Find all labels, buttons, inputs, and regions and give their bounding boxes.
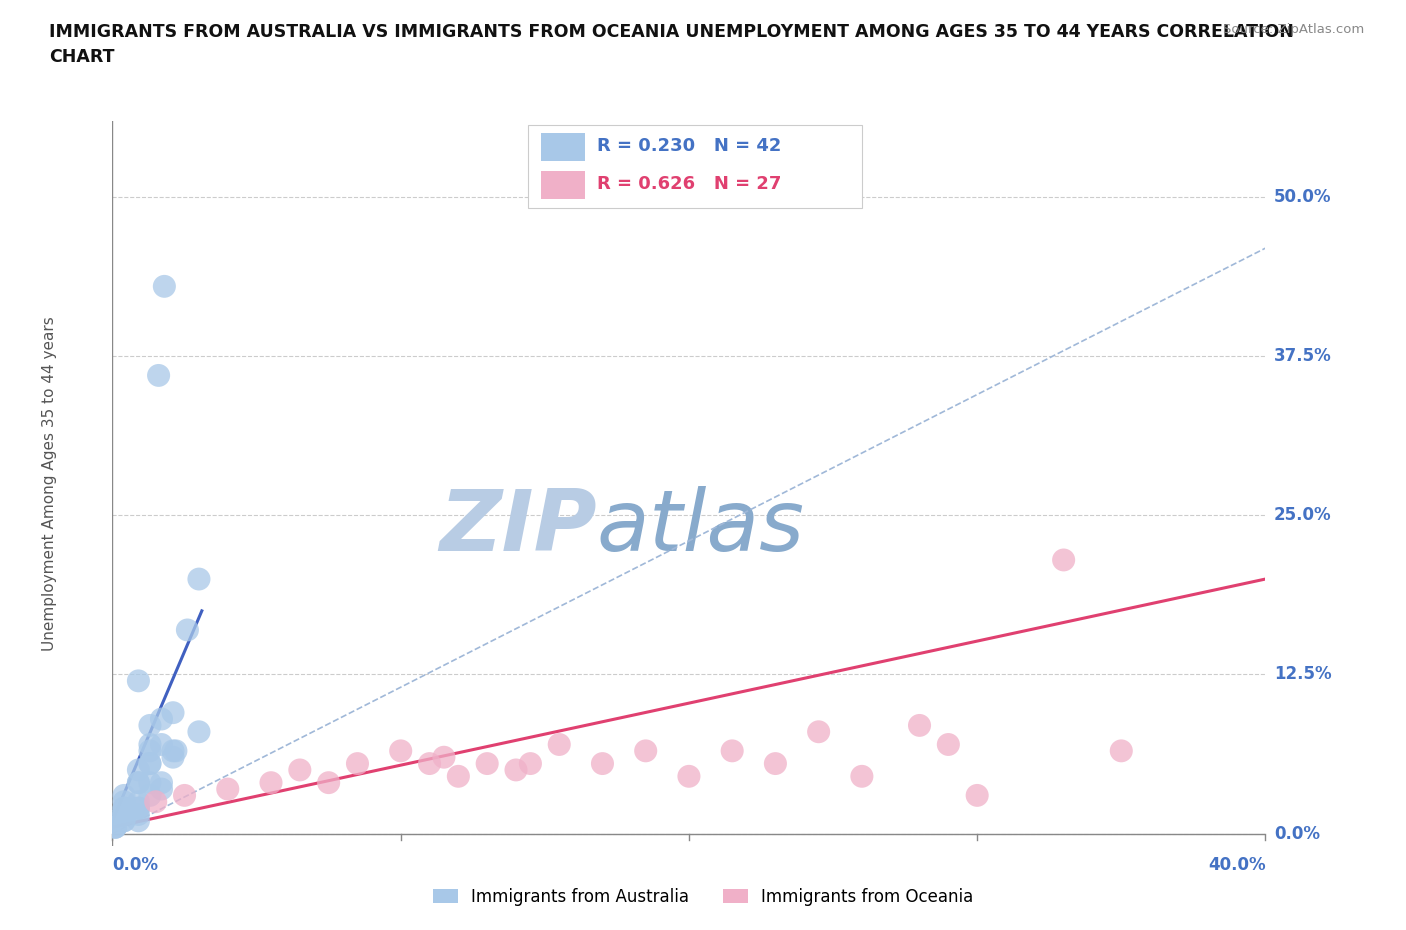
Ellipse shape <box>851 764 873 788</box>
Ellipse shape <box>112 809 135 832</box>
Ellipse shape <box>138 784 162 807</box>
Text: R = 0.230   N = 42: R = 0.230 N = 42 <box>596 138 782 155</box>
FancyBboxPatch shape <box>527 125 862 208</box>
Ellipse shape <box>447 764 470 788</box>
Ellipse shape <box>112 790 135 813</box>
Ellipse shape <box>127 771 150 794</box>
Ellipse shape <box>318 771 340 794</box>
Ellipse shape <box>150 777 173 801</box>
Ellipse shape <box>127 809 150 832</box>
Ellipse shape <box>678 764 700 788</box>
Ellipse shape <box>127 790 150 813</box>
Ellipse shape <box>127 803 150 826</box>
Ellipse shape <box>138 771 162 794</box>
Ellipse shape <box>112 803 135 826</box>
Ellipse shape <box>162 746 184 769</box>
Ellipse shape <box>288 759 311 781</box>
Ellipse shape <box>150 708 173 730</box>
Ellipse shape <box>966 784 988 807</box>
Ellipse shape <box>150 733 173 756</box>
Ellipse shape <box>176 618 200 642</box>
Text: 25.0%: 25.0% <box>1274 507 1331 525</box>
Ellipse shape <box>548 733 571 756</box>
Ellipse shape <box>908 714 931 737</box>
Text: 50.0%: 50.0% <box>1274 188 1331 206</box>
FancyBboxPatch shape <box>541 171 585 198</box>
Ellipse shape <box>127 797 150 819</box>
Ellipse shape <box>138 714 162 737</box>
Ellipse shape <box>138 739 162 763</box>
Text: 0.0%: 0.0% <box>112 857 159 874</box>
Ellipse shape <box>127 670 150 692</box>
Ellipse shape <box>173 784 195 807</box>
Ellipse shape <box>150 771 173 794</box>
Ellipse shape <box>389 739 412 763</box>
Text: R = 0.626   N = 27: R = 0.626 N = 27 <box>596 175 782 193</box>
Text: 0.0%: 0.0% <box>1274 825 1320 843</box>
Ellipse shape <box>505 759 527 781</box>
Ellipse shape <box>104 816 127 839</box>
Ellipse shape <box>346 752 368 775</box>
Ellipse shape <box>138 752 162 775</box>
Ellipse shape <box>112 784 135 807</box>
Ellipse shape <box>217 777 239 801</box>
Ellipse shape <box>634 739 657 763</box>
FancyBboxPatch shape <box>541 133 585 161</box>
Ellipse shape <box>112 803 135 826</box>
Ellipse shape <box>112 803 135 826</box>
Text: CHART: CHART <box>49 48 115 66</box>
Ellipse shape <box>148 364 170 387</box>
Ellipse shape <box>127 797 150 819</box>
Ellipse shape <box>104 809 127 832</box>
Ellipse shape <box>807 721 830 743</box>
Ellipse shape <box>127 771 150 794</box>
Ellipse shape <box>936 733 960 756</box>
Text: 40.0%: 40.0% <box>1208 857 1265 874</box>
Text: 37.5%: 37.5% <box>1274 347 1331 365</box>
Ellipse shape <box>104 816 127 839</box>
Ellipse shape <box>112 809 135 832</box>
Ellipse shape <box>433 746 456 769</box>
Ellipse shape <box>165 739 187 763</box>
Ellipse shape <box>1109 739 1133 763</box>
Ellipse shape <box>763 752 787 775</box>
Text: IMMIGRANTS FROM AUSTRALIA VS IMMIGRANTS FROM OCEANIA UNEMPLOYMENT AMONG AGES 35 : IMMIGRANTS FROM AUSTRALIA VS IMMIGRANTS … <box>49 23 1294 41</box>
Ellipse shape <box>138 752 162 775</box>
Ellipse shape <box>721 739 744 763</box>
Legend: Immigrants from Australia, Immigrants from Oceania: Immigrants from Australia, Immigrants fr… <box>426 881 980 912</box>
Ellipse shape <box>127 759 150 781</box>
Ellipse shape <box>112 797 135 819</box>
Ellipse shape <box>112 797 135 819</box>
Ellipse shape <box>138 733 162 756</box>
Ellipse shape <box>104 816 127 839</box>
Ellipse shape <box>187 721 211 743</box>
Ellipse shape <box>145 790 167 813</box>
Text: atlas: atlas <box>596 485 804 568</box>
Text: Unemployment Among Ages 35 to 44 years: Unemployment Among Ages 35 to 44 years <box>42 316 56 651</box>
Ellipse shape <box>519 752 541 775</box>
Ellipse shape <box>418 752 441 775</box>
Ellipse shape <box>162 701 184 724</box>
Text: ZIP: ZIP <box>439 485 596 568</box>
Text: Source: ZipAtlas.com: Source: ZipAtlas.com <box>1223 23 1364 36</box>
Ellipse shape <box>153 275 176 298</box>
Ellipse shape <box>591 752 614 775</box>
Ellipse shape <box>187 567 211 591</box>
Ellipse shape <box>475 752 499 775</box>
Text: 12.5%: 12.5% <box>1274 666 1331 684</box>
Ellipse shape <box>260 771 283 794</box>
Ellipse shape <box>162 739 184 763</box>
Ellipse shape <box>1052 549 1076 571</box>
